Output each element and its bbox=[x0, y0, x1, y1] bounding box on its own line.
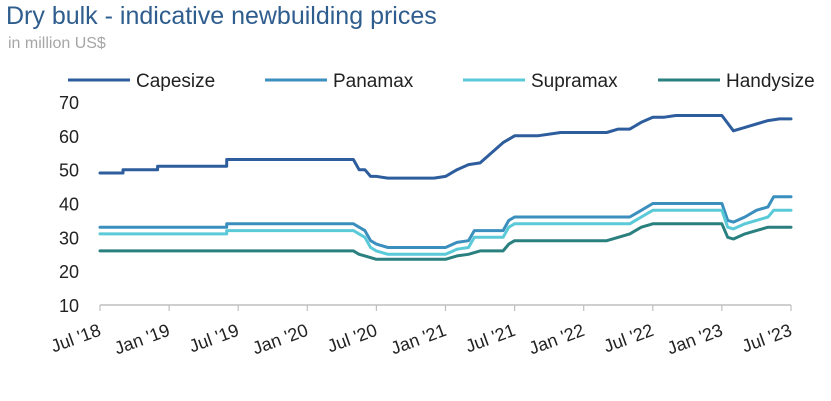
x-tick-label: Jul '23 bbox=[739, 320, 794, 356]
y-tick-label: 20 bbox=[59, 262, 79, 282]
series-line-handysize bbox=[98, 222, 793, 261]
legend-label: Capesize bbox=[136, 71, 215, 92]
legend-label: Handysize bbox=[726, 71, 815, 92]
x-tick-label: Jan '22 bbox=[526, 320, 587, 358]
y-tick-label: 30 bbox=[59, 228, 79, 248]
chart-subtitle: in million US$ bbox=[8, 35, 106, 52]
x-tick-label: Jul '19 bbox=[186, 320, 241, 356]
series-line-supramax bbox=[98, 208, 793, 256]
y-tick-label: 70 bbox=[59, 93, 79, 113]
chart-title: Dry bulk - indicative newbuilding prices bbox=[6, 2, 437, 30]
x-tick-label: Jan '19 bbox=[112, 320, 173, 358]
y-tick-label: 60 bbox=[59, 127, 79, 147]
x-tick-label: Jan '21 bbox=[388, 320, 449, 358]
y-tick-label: 50 bbox=[59, 161, 79, 181]
y-tick-label: 10 bbox=[59, 296, 79, 316]
y-tick-label: 40 bbox=[59, 195, 79, 215]
series-line-panamax bbox=[98, 195, 793, 249]
x-tick-label: Jul '20 bbox=[325, 320, 380, 356]
x-tick-label: Jul '21 bbox=[463, 320, 518, 356]
x-tick-label: Jan '20 bbox=[250, 320, 311, 358]
series-line-capesize bbox=[98, 114, 793, 180]
legend-label: Panamax bbox=[333, 71, 414, 92]
x-tick-label: Jul '22 bbox=[601, 320, 656, 356]
legend-label: Supramax bbox=[531, 71, 618, 92]
x-tick-label: Jan '23 bbox=[664, 320, 725, 358]
x-tick-label: Jul '18 bbox=[48, 320, 103, 356]
